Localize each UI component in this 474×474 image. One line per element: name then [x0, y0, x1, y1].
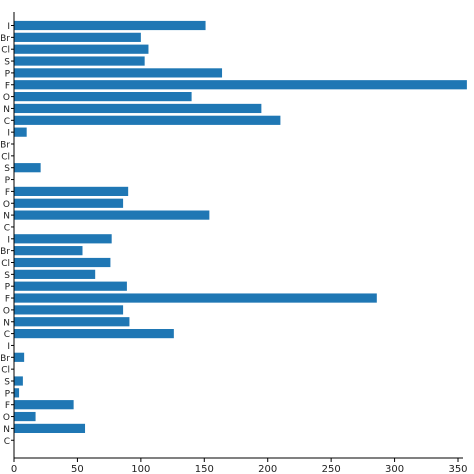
category-label: I — [7, 235, 10, 245]
x-tick-label: 150 — [195, 464, 214, 474]
category-label: C — [4, 117, 10, 127]
category-label: F — [5, 188, 10, 198]
category-label: Cl — [1, 259, 10, 269]
category-label: S — [4, 378, 10, 388]
bar — [14, 234, 112, 244]
x-tick-label: 350 — [448, 464, 467, 474]
bar — [14, 352, 25, 362]
bar — [14, 269, 96, 279]
bars-group — [14, 20, 467, 433]
category-label: P — [5, 389, 11, 399]
category-label: Cl — [1, 152, 10, 162]
category-label: Br — [0, 247, 10, 257]
category-label: N — [3, 105, 10, 115]
x-axis-ticks: 0 50 100 150 200 250 300 350 — [11, 458, 468, 474]
bar — [14, 186, 129, 196]
bar — [14, 115, 281, 125]
category-label: O — [3, 93, 10, 103]
bar — [14, 127, 27, 137]
category-label: P — [5, 69, 11, 79]
category-label: O — [3, 200, 10, 210]
bar — [14, 246, 83, 256]
category-label: C — [4, 330, 10, 340]
bar — [14, 210, 210, 220]
bar — [14, 20, 206, 31]
category-label: O — [3, 306, 10, 316]
category-label: I — [7, 342, 10, 352]
bar — [14, 376, 23, 386]
category-label: C — [4, 437, 10, 447]
category-label: Br — [0, 34, 10, 44]
bar — [14, 400, 74, 410]
category-label: F — [5, 401, 10, 411]
x-tick-label: 300 — [385, 464, 404, 474]
category-label: F — [5, 295, 10, 305]
bar — [14, 32, 141, 42]
category-label: Br — [0, 354, 10, 364]
category-labels: IBrClSPFONCIBrClSPFONCIBrClSPFONCIBrClSP… — [0, 22, 14, 447]
bar — [14, 80, 467, 90]
bar — [14, 423, 86, 433]
category-label: S — [4, 58, 10, 68]
bar — [14, 305, 124, 315]
bar — [14, 44, 149, 54]
x-tick-label: 0 — [11, 464, 17, 474]
category-label: Cl — [1, 46, 10, 56]
bar — [14, 68, 223, 78]
category-label: N — [3, 425, 10, 435]
category-label: P — [5, 283, 11, 293]
category-label: N — [3, 212, 10, 222]
category-label: I — [7, 129, 10, 139]
x-tick-label: 200 — [258, 464, 277, 474]
x-tick-label: 50 — [71, 464, 84, 474]
x-tick-label: 250 — [322, 464, 341, 474]
bar — [14, 56, 145, 66]
category-label: Cl — [1, 366, 10, 376]
bar — [14, 388, 20, 398]
bar — [14, 92, 192, 102]
bar — [14, 257, 111, 268]
category-label: S — [4, 271, 10, 281]
category-label: Br — [0, 141, 10, 151]
bar — [14, 317, 130, 327]
bar — [14, 411, 36, 422]
category-label: P — [5, 176, 11, 186]
category-label: S — [4, 164, 10, 174]
x-tick-label: 100 — [131, 464, 150, 474]
bar — [14, 198, 124, 208]
category-label: N — [3, 318, 10, 328]
category-label: F — [5, 81, 10, 91]
category-label: O — [3, 413, 10, 423]
bar — [14, 163, 41, 173]
category-label: C — [4, 223, 10, 233]
bar — [14, 329, 174, 339]
bar — [14, 103, 262, 114]
category-label: I — [7, 22, 10, 32]
bar — [14, 293, 377, 303]
bar — [14, 281, 127, 291]
